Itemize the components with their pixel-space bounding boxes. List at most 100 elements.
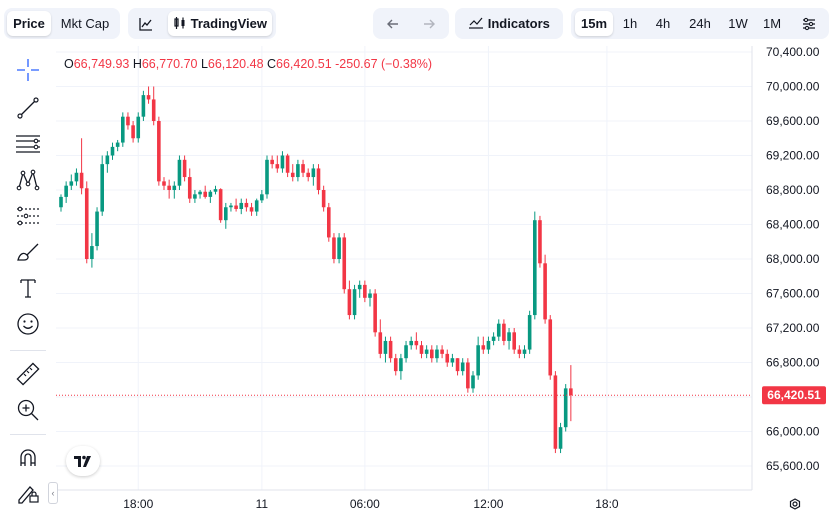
- chart-settings-button[interactable]: [795, 11, 823, 36]
- candle: [213, 185, 218, 195]
- candle-body: [466, 362, 470, 389]
- magnet-tool[interactable]: [14, 444, 42, 472]
- candle: [440, 345, 444, 359]
- y-tick-label: 68,000.00: [766, 252, 820, 266]
- candle-body: [79, 172, 84, 189]
- timeframe-1h[interactable]: 1h: [622, 16, 638, 31]
- candle: [538, 215, 542, 268]
- candle-body: [64, 185, 68, 197]
- timeframe-1m[interactable]: 1M: [762, 16, 782, 31]
- candle: [450, 353, 455, 367]
- indicators-button[interactable]: Indicators: [459, 11, 559, 36]
- candle-body: [435, 349, 439, 359]
- candle: [249, 202, 254, 216]
- price-axis[interactable]: 70,400.00 70,000.00 69,600.00 69,200.00 68,8…: [766, 45, 820, 473]
- candle-body: [352, 289, 357, 316]
- candles-icon: [174, 17, 185, 29]
- horizontal-lines-icon: [16, 135, 40, 153]
- candle: [167, 179, 171, 199]
- collapse-toolbar-button[interactable]: ‹: [48, 482, 58, 504]
- candle-body: [548, 319, 553, 376]
- candle: [357, 280, 362, 298]
- candle: [363, 280, 367, 303]
- candle-body: [193, 194, 197, 199]
- line-chart-button[interactable]: [132, 11, 160, 36]
- candle: [306, 168, 310, 182]
- candle: [177, 155, 182, 190]
- x-tick-label: 06:00: [350, 497, 380, 511]
- candle-body: [368, 293, 372, 298]
- candle-body: [213, 189, 218, 192]
- tradingview-button[interactable]: TradingView: [168, 11, 272, 36]
- candle: [419, 340, 424, 359]
- candle-body: [538, 220, 542, 264]
- tradingview-logo[interactable]: [66, 446, 100, 476]
- horizontal-lines-tool[interactable]: [14, 130, 42, 158]
- candle: [208, 190, 213, 203]
- candle: [275, 155, 280, 173]
- x-tick-label: 11: [256, 497, 269, 511]
- ohlc-legend: O66,749.93 H66,770.70 L66,120.48 C66,420…: [64, 57, 432, 71]
- lock-draw-tool[interactable]: [14, 478, 42, 506]
- candle: [316, 164, 321, 195]
- toolbar-divider: [10, 350, 46, 351]
- y-tick-label: 68,800.00: [766, 183, 820, 197]
- candle: [368, 289, 372, 307]
- candle: [151, 86, 156, 126]
- candle: [224, 202, 228, 229]
- high-label: H: [132, 57, 142, 71]
- pattern-tool[interactable]: [14, 166, 42, 194]
- mode-segment: Price Mkt Cap: [4, 8, 120, 39]
- candle: [182, 155, 187, 182]
- candle: [569, 365, 573, 422]
- emoji-tool[interactable]: [14, 310, 42, 338]
- axis-settings-button[interactable]: [786, 495, 804, 513]
- candle-body: [527, 315, 532, 350]
- candle-body: [59, 196, 63, 208]
- timeframe-24h[interactable]: 24h: [689, 16, 711, 31]
- fib-tool[interactable]: [14, 202, 42, 230]
- zoom-in-tool[interactable]: [14, 396, 42, 424]
- redo-button[interactable]: [413, 11, 445, 36]
- candle-body: [533, 220, 537, 316]
- candle: [193, 190, 197, 203]
- candle-body: [296, 164, 300, 178]
- crosshair-icon: [17, 59, 39, 81]
- candle: [491, 332, 496, 346]
- candle-body: [327, 207, 331, 238]
- brush-tool[interactable]: [14, 238, 42, 266]
- candle-body: [393, 358, 398, 372]
- crosshair-tool[interactable]: [14, 56, 42, 84]
- timeframe-15m[interactable]: 15m: [575, 11, 613, 36]
- tab-mkt-cap[interactable]: Mkt Cap: [60, 16, 110, 31]
- candle-body: [162, 181, 166, 186]
- current-price-label: 66,420.51: [762, 386, 826, 405]
- tab-price[interactable]: Price: [7, 11, 51, 36]
- ruler-tool[interactable]: [14, 360, 42, 388]
- timeframe-1w[interactable]: 1W: [728, 16, 748, 31]
- candle: [548, 315, 553, 380]
- timeframe-4h[interactable]: 4h: [655, 16, 671, 31]
- candle: [157, 116, 161, 186]
- trend-line-icon: [17, 97, 39, 119]
- trend-line-tool[interactable]: [14, 94, 42, 122]
- candle-body: [136, 116, 141, 139]
- candle: [115, 139, 120, 152]
- candle: [59, 194, 63, 212]
- y-tick-label: 70,000.00: [766, 80, 820, 94]
- candle-body: [275, 164, 280, 169]
- time-axis[interactable]: 18:00 11 06:00 12:00 18:0: [123, 497, 619, 511]
- tradingview-label: TradingView: [190, 16, 267, 31]
- candle-body: [182, 159, 187, 178]
- open-value: 66,749.93: [73, 57, 130, 71]
- candle: [84, 181, 89, 264]
- candle-body: [224, 207, 228, 221]
- candle-body: [90, 246, 94, 259]
- undo-button[interactable]: [377, 11, 409, 36]
- candle: [311, 164, 316, 186]
- candle: [290, 164, 295, 182]
- candle-body: [388, 340, 393, 359]
- candle-body: [198, 191, 202, 195]
- text-tool[interactable]: [14, 274, 42, 302]
